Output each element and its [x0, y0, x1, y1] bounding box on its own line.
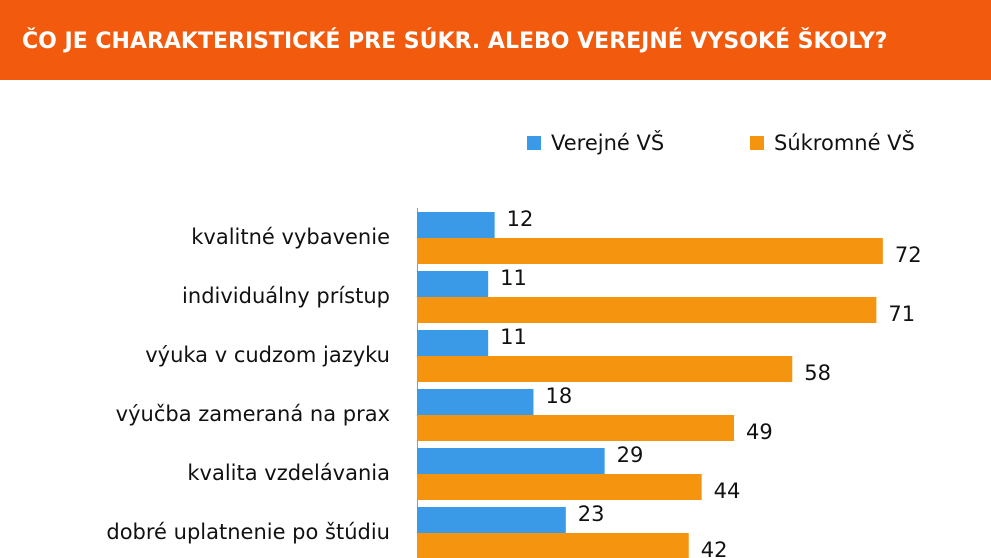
value-label: 18 [545, 384, 572, 408]
category-label: individuálny prístup [182, 284, 390, 308]
legend-swatch [527, 136, 541, 150]
value-label: 49 [746, 420, 773, 444]
category-label: výuka v cudzom jazyku [145, 343, 390, 367]
category-label: kvalita vzdelávania [187, 461, 390, 485]
category-label: výučba zameraná na prax [116, 402, 390, 426]
value-label: 29 [617, 443, 644, 467]
header-bar [0, 0, 991, 80]
bar [417, 238, 883, 264]
bar [417, 533, 689, 558]
bar [417, 448, 605, 474]
value-label: 11 [500, 325, 527, 349]
category-label: dobré uplatnenie po štúdiu [106, 520, 390, 544]
bar [417, 507, 566, 533]
category-label: kvalitné vybavenie [191, 225, 390, 249]
value-label: 12 [507, 207, 534, 231]
value-label: 72 [895, 243, 922, 267]
value-label: 42 [701, 538, 728, 558]
value-label: 71 [888, 302, 915, 326]
bar [417, 330, 489, 356]
value-label: 44 [714, 479, 741, 503]
bar [417, 212, 495, 238]
value-label: 11 [500, 266, 527, 290]
value-label: 58 [804, 361, 831, 385]
bar [417, 415, 735, 441]
chart-title: ČO JE CHARAKTERISTICKÉ PRE SÚKR. ALEBO V… [22, 28, 888, 54]
bar [417, 474, 702, 500]
legend-label: Súkromné VŠ [774, 130, 915, 155]
legend-swatch [750, 136, 764, 150]
value-label: 23 [578, 502, 605, 526]
bar [417, 271, 489, 297]
legend-label: Verejné VŠ [551, 130, 664, 155]
bar [417, 297, 877, 323]
bar [417, 356, 793, 382]
bar [417, 389, 534, 415]
